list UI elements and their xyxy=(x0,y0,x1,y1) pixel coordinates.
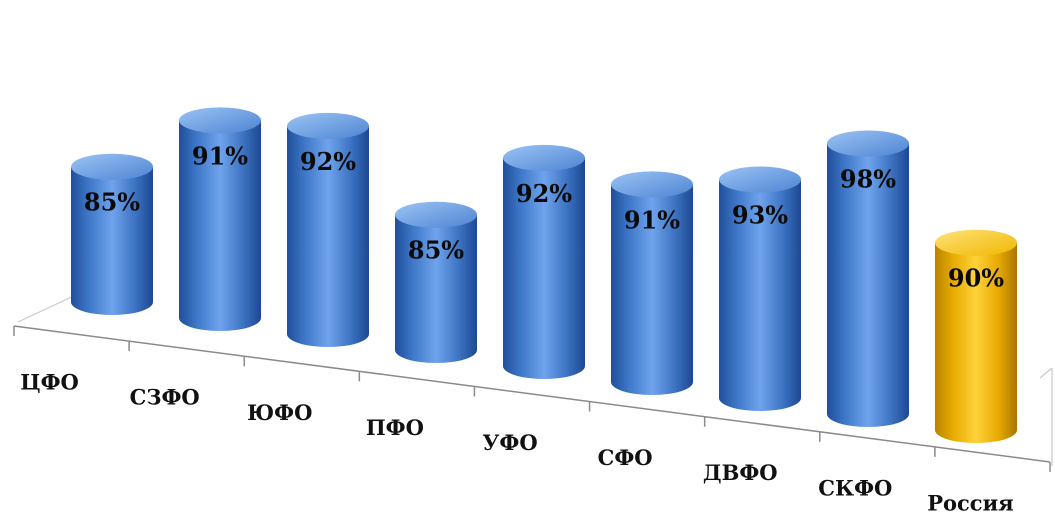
bar-5 xyxy=(503,144,585,379)
axes-layer xyxy=(13,293,1053,472)
bar-top-cap xyxy=(71,153,153,180)
category-label: Россия xyxy=(927,490,1013,512)
bar-top-cap xyxy=(395,201,477,228)
data-label: 92% xyxy=(516,179,572,208)
category-label: ЮФО xyxy=(247,400,312,425)
bar-body xyxy=(179,120,261,331)
bar-body xyxy=(719,179,801,411)
bar-body xyxy=(503,157,585,379)
bar-top-cap xyxy=(719,166,801,193)
data-label: 90% xyxy=(948,264,1004,293)
floor-back-right-edge xyxy=(1039,367,1053,379)
bar-body xyxy=(395,214,477,363)
category-label: СКФО xyxy=(818,475,892,500)
bar-8 xyxy=(827,130,909,427)
floor-back-left-edge xyxy=(17,293,79,323)
bar-3 xyxy=(287,112,369,347)
data-label: 98% xyxy=(840,164,896,193)
bar-body xyxy=(935,242,1017,443)
labels-layer: 85% ЦФО 91% СЗФО 92% ЮФО 85% ПФО 92% УФО 91% СФО 93%… xyxy=(20,141,1013,515)
data-label: 85% xyxy=(408,236,464,265)
category-label: ПФО xyxy=(366,415,424,440)
category-label: СФО xyxy=(598,445,653,470)
bar-7 xyxy=(719,166,801,411)
data-label: 85% xyxy=(84,188,140,217)
category-label: ЦФО xyxy=(20,370,79,395)
data-label: 93% xyxy=(732,201,788,230)
bar-body xyxy=(287,125,369,347)
bar-body xyxy=(827,143,909,427)
bar-top-cap xyxy=(503,144,585,171)
category-label: СЗФО xyxy=(130,385,200,410)
bar-top-cap xyxy=(287,112,369,139)
category-label: ДВФО xyxy=(703,460,778,485)
bar-top-cap xyxy=(935,229,1017,256)
bar-4 xyxy=(395,201,477,363)
bar-1 xyxy=(71,153,153,315)
bar-9 xyxy=(935,229,1017,443)
data-label: 92% xyxy=(300,147,356,176)
category-label: УФО xyxy=(482,430,537,455)
data-label: 91% xyxy=(624,205,680,234)
bar-6 xyxy=(611,171,693,395)
bar-2 xyxy=(179,107,261,331)
bar-top-cap xyxy=(827,130,909,157)
bar-top-cap xyxy=(179,107,261,134)
bar-body xyxy=(611,184,693,395)
x-axis-line xyxy=(13,325,1051,463)
bar-top-cap xyxy=(611,171,693,198)
bar-body xyxy=(71,166,153,315)
bars-layer xyxy=(71,107,1017,443)
data-label: 91% xyxy=(192,141,248,170)
